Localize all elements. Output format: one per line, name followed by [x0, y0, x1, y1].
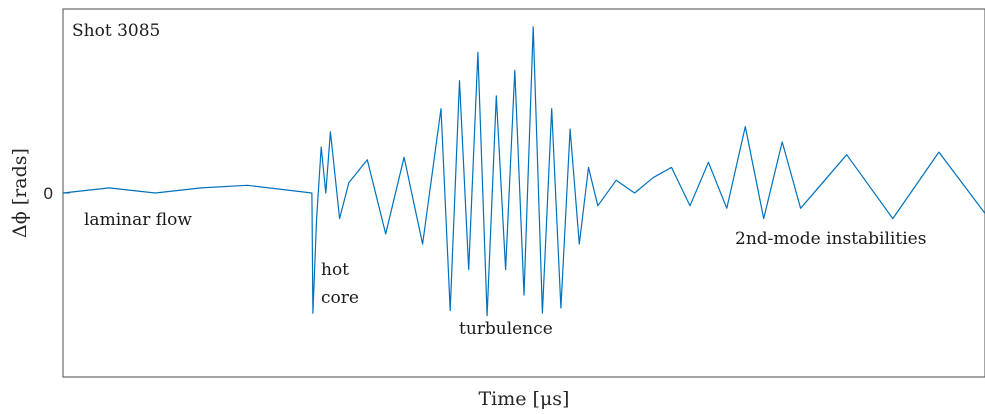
series-group [62, 26, 985, 317]
y-axis-label: Δϕ [rads] [9, 148, 31, 238]
series-line [62, 26, 985, 317]
annotation-laminar-flow: laminar flow [84, 210, 192, 230]
annotation-hot-core-line1: hot [321, 260, 349, 280]
plot-area-frame [62, 8, 985, 378]
annotation-shot: Shot 3085 [72, 21, 160, 41]
annotation-hot-core-line2: core [321, 288, 359, 308]
x-axis-label: Time [μs] [479, 388, 570, 410]
annotation-2nd-mode: 2nd-mode instabilities [735, 229, 926, 249]
annotation-turbulence: turbulence [459, 319, 553, 339]
ytick-label: 0 [44, 184, 53, 203]
